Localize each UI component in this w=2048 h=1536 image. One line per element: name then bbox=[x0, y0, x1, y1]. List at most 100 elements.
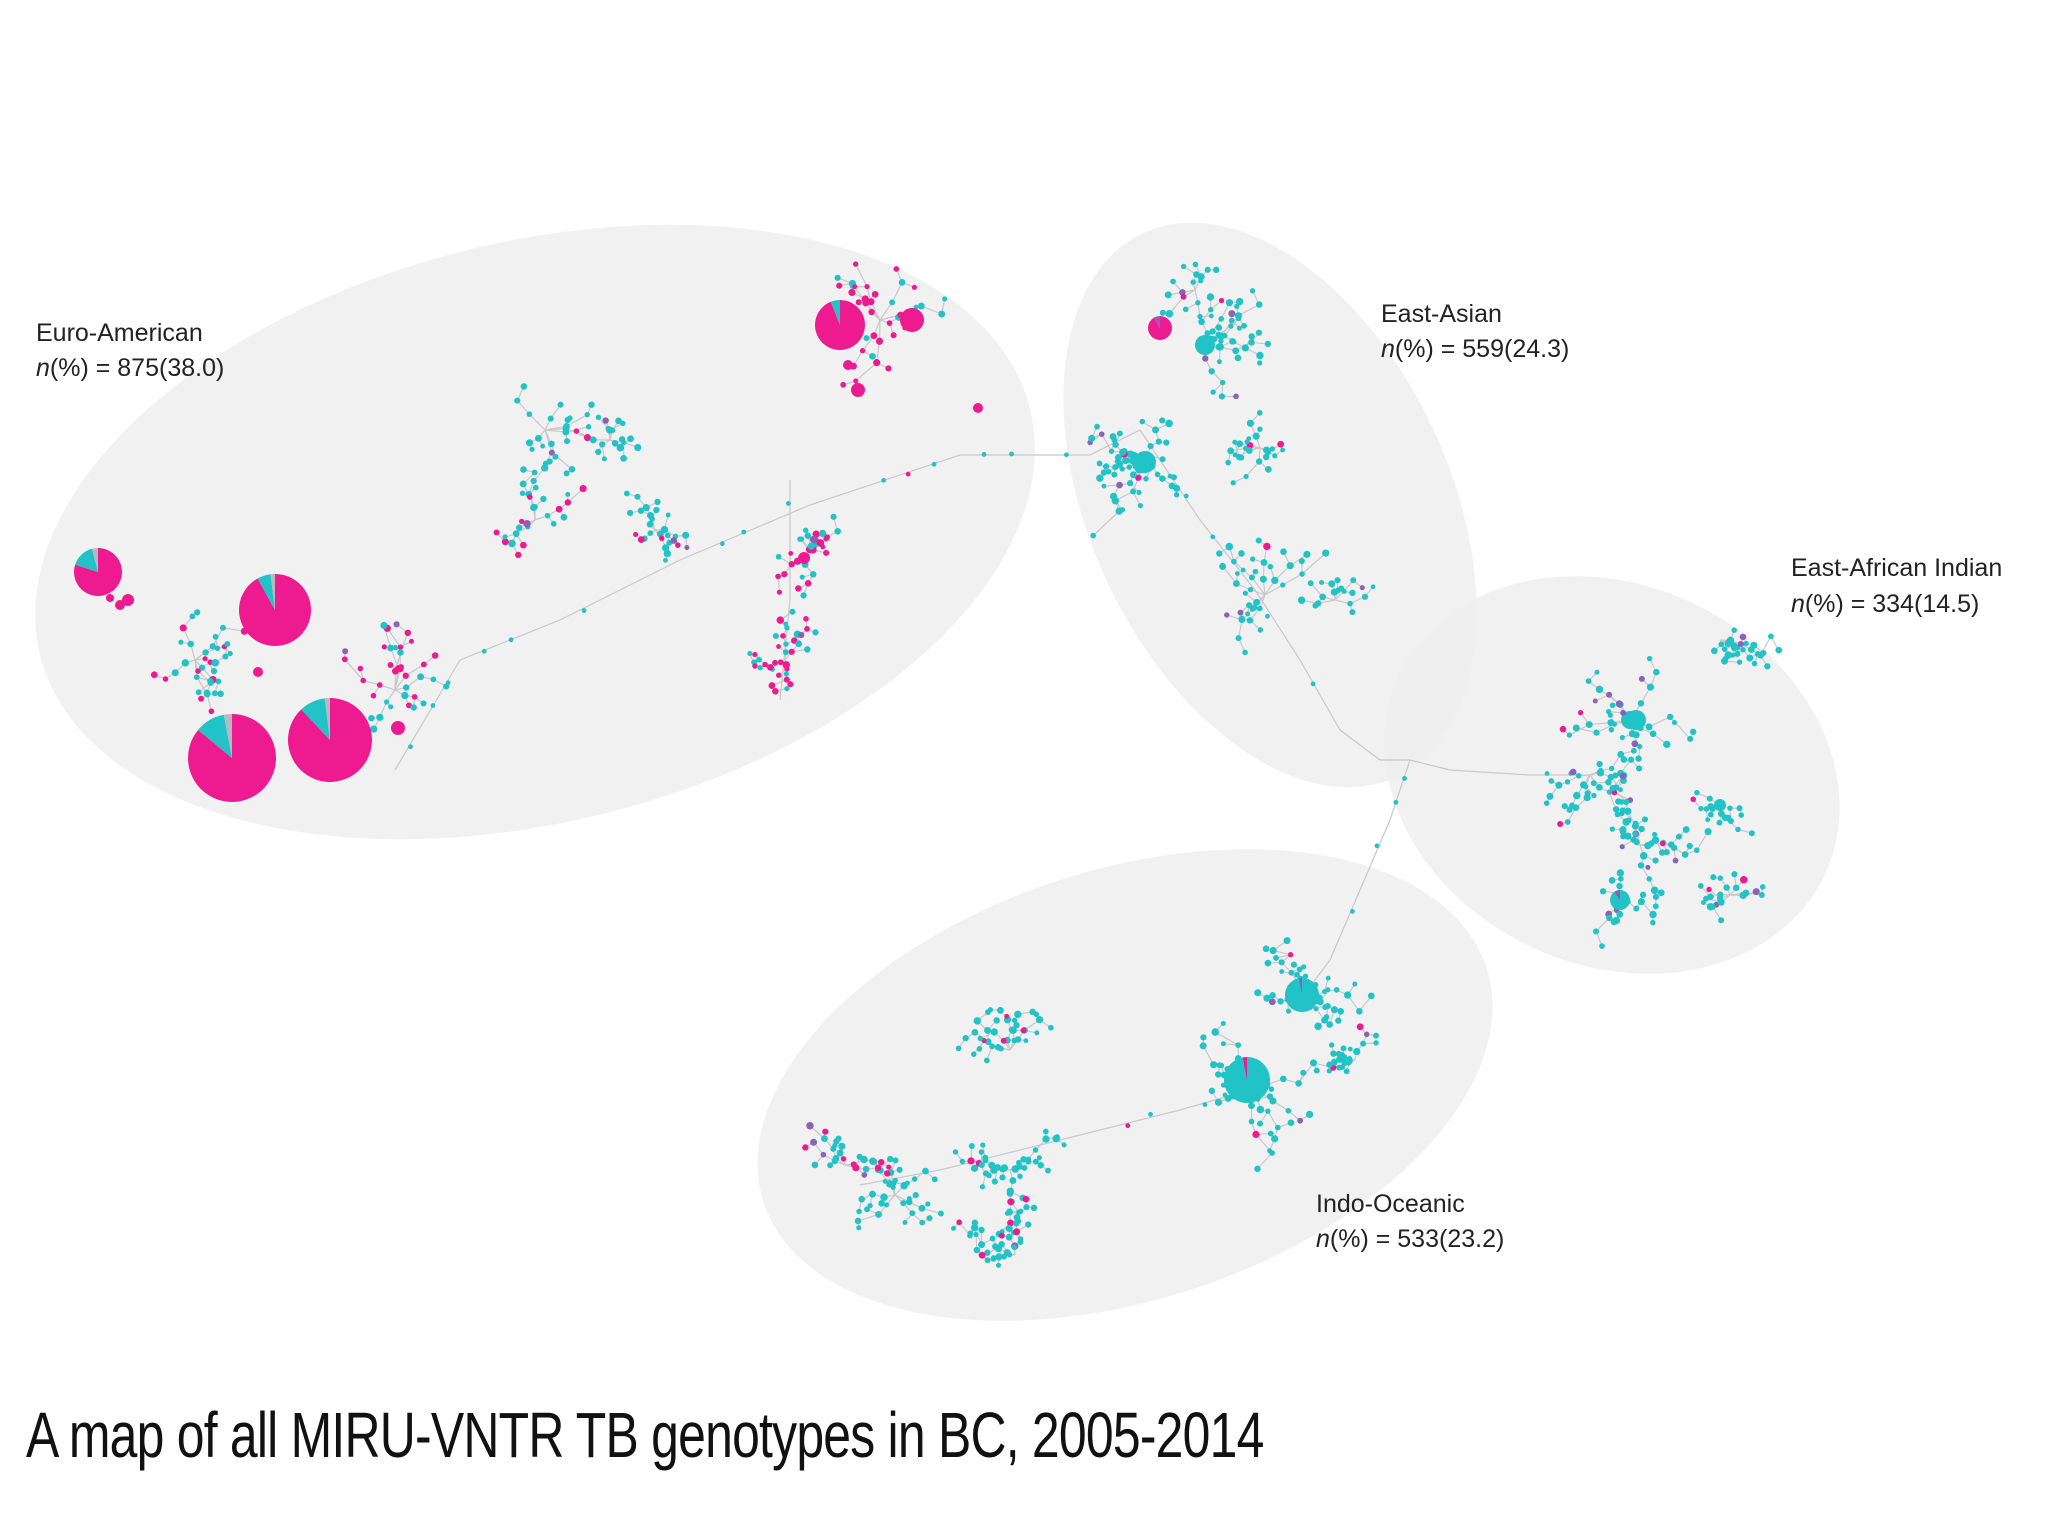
genotype-node bbox=[1197, 313, 1203, 320]
genotype-node bbox=[1202, 1102, 1208, 1107]
genotype-node bbox=[977, 1035, 984, 1042]
genotype-node bbox=[563, 470, 570, 477]
network-edge bbox=[1222, 566, 1237, 584]
genotype-node bbox=[840, 381, 847, 388]
genotype-node bbox=[1658, 849, 1666, 856]
genotype-node bbox=[1269, 946, 1277, 955]
genotype-node bbox=[1259, 575, 1267, 583]
genotype-node bbox=[1609, 784, 1616, 792]
genotype-node bbox=[1359, 585, 1365, 591]
genotype-node bbox=[1647, 840, 1655, 847]
genotype-node bbox=[430, 703, 436, 708]
genotype-node bbox=[938, 310, 946, 318]
genotype-node bbox=[1330, 1050, 1337, 1057]
genotype-node bbox=[210, 667, 218, 675]
genotype-node bbox=[202, 656, 208, 662]
genotype-node bbox=[402, 684, 410, 691]
genotype-node bbox=[998, 1045, 1004, 1052]
genotype-node bbox=[1301, 964, 1307, 970]
genotype-node bbox=[1238, 616, 1246, 624]
genotype-node bbox=[1347, 1046, 1353, 1052]
genotype-node bbox=[1190, 279, 1196, 285]
genotype-node bbox=[1209, 328, 1216, 335]
genotype-node bbox=[602, 417, 609, 424]
genotype-node bbox=[1032, 1147, 1039, 1153]
genotype-node bbox=[1214, 1098, 1223, 1106]
genotype-node bbox=[1195, 300, 1201, 306]
genotype-node bbox=[520, 466, 527, 473]
genotype-node bbox=[1637, 862, 1645, 869]
genotype-node bbox=[531, 469, 538, 476]
genotype-node bbox=[959, 1158, 966, 1165]
genotype-node bbox=[967, 1157, 975, 1165]
genotype-node bbox=[1272, 453, 1278, 459]
genotype-node bbox=[952, 1149, 959, 1155]
genotype-node bbox=[341, 656, 348, 663]
genotype-node bbox=[1670, 844, 1678, 852]
pie-slice bbox=[223, 714, 232, 758]
genotype-node bbox=[1022, 1195, 1030, 1203]
genotype-node bbox=[877, 1159, 885, 1166]
genotype-node bbox=[1052, 1134, 1060, 1143]
genotype-node bbox=[1639, 852, 1648, 860]
genotype-node bbox=[1297, 1117, 1303, 1124]
genotype-node bbox=[1061, 1142, 1067, 1148]
genotype-node bbox=[1591, 792, 1597, 799]
genotype-node bbox=[1235, 453, 1243, 461]
genotype-node bbox=[1657, 889, 1665, 897]
genotype-node bbox=[1204, 330, 1211, 337]
genotype-node bbox=[1249, 288, 1256, 294]
genotype-node bbox=[881, 477, 887, 483]
genotype-node bbox=[1283, 937, 1291, 945]
network-edge bbox=[1282, 573, 1303, 586]
genotype-node bbox=[115, 600, 125, 610]
genotype-node bbox=[789, 608, 796, 615]
genotype-node bbox=[1325, 975, 1331, 981]
genotype-node bbox=[1561, 803, 1568, 810]
genotype-node bbox=[1356, 1023, 1364, 1031]
genotype-node bbox=[1200, 1034, 1207, 1041]
genotype-node bbox=[1612, 772, 1619, 779]
genotype-node bbox=[1700, 900, 1706, 906]
genotype-node bbox=[1173, 484, 1181, 492]
genotype-node bbox=[942, 296, 948, 302]
genotype-node bbox=[383, 699, 390, 705]
genotype-node bbox=[752, 651, 758, 658]
genotype-node bbox=[822, 1128, 829, 1135]
genotype-node bbox=[809, 535, 817, 543]
lineage-label-east-asian: East-Asian bbox=[1381, 300, 1502, 328]
genotype-node bbox=[1638, 825, 1645, 833]
genotype-node bbox=[1263, 542, 1271, 551]
genotype-node bbox=[599, 441, 606, 448]
pie-slice bbox=[1298, 978, 1302, 995]
genotype-node bbox=[1088, 434, 1096, 442]
genotype-node bbox=[852, 261, 859, 267]
network-edge bbox=[1099, 1109, 1181, 1131]
genotype-node bbox=[430, 676, 437, 683]
genotype-node bbox=[1232, 580, 1240, 587]
genotype-node bbox=[951, 1225, 957, 1231]
genotype-node bbox=[181, 659, 190, 667]
genotype-node bbox=[620, 454, 628, 462]
genotype-node bbox=[848, 288, 856, 297]
genotype-node bbox=[1267, 1148, 1273, 1154]
genotype-node bbox=[398, 664, 405, 670]
network-edge bbox=[386, 627, 401, 648]
genotype-node bbox=[1004, 1210, 1010, 1216]
genotype-node bbox=[978, 1149, 985, 1155]
genotype-node bbox=[1639, 891, 1647, 898]
genotype-node bbox=[540, 443, 546, 449]
genotype-node bbox=[1180, 293, 1187, 300]
genotype-node bbox=[799, 574, 805, 580]
genotype-node bbox=[1682, 826, 1690, 833]
pie-slice bbox=[1626, 710, 1646, 730]
genotype-node bbox=[999, 1174, 1006, 1181]
genotype-node bbox=[1286, 562, 1294, 570]
genotype-node bbox=[1220, 379, 1226, 386]
genotype-node bbox=[647, 511, 655, 519]
genotype-node bbox=[1215, 324, 1223, 331]
genotype-node bbox=[784, 666, 790, 672]
genotype-node bbox=[515, 551, 522, 559]
genotype-node bbox=[1108, 448, 1115, 454]
